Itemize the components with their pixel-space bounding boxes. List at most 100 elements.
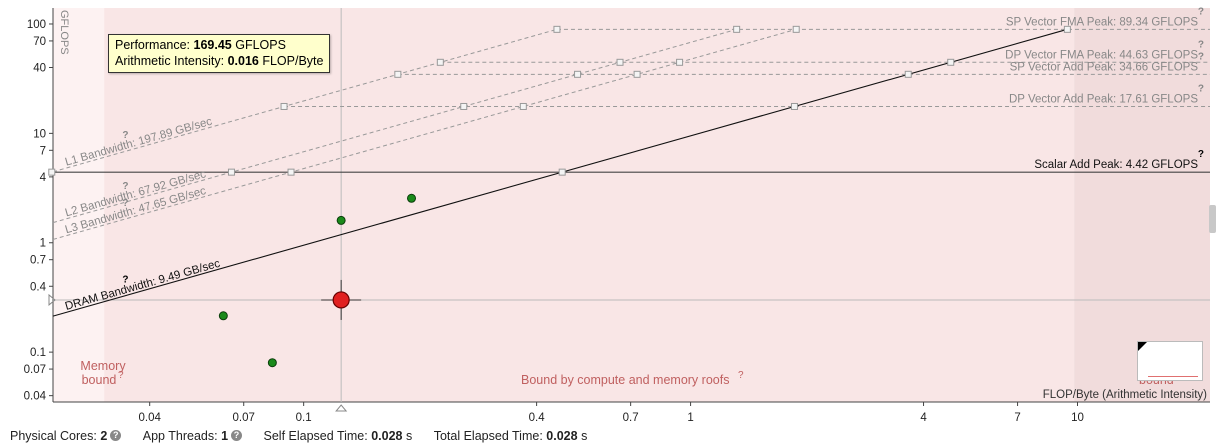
memory-bound-region <box>53 8 105 402</box>
data-points[interactable] <box>218 193 417 368</box>
roof-intersection-marker <box>436 58 444 66</box>
app-threads-label: App Threads: <box>142 429 218 443</box>
compute-roof-label: DP Vector Add Peak: 17.61 GFLOPS <box>1009 93 1198 105</box>
x-tick-label: 0.4 <box>529 412 546 424</box>
roof-intersection-marker <box>1063 25 1071 33</box>
y-tick-label: 7 <box>40 145 46 157</box>
physical-cores-label: Physical Cores: <box>10 429 97 443</box>
compute-roof-label: DP Vector FMA Peak: 44.63 GFLOPS <box>1005 49 1198 61</box>
compute-roof-label: SP Vector FMA Peak: 89.34 GFLOPS <box>1006 16 1199 28</box>
x-tick-label: 10 <box>1071 412 1084 424</box>
y-tick-label: 0.04 <box>24 391 47 403</box>
zoom-slider-handle[interactable] <box>1209 205 1216 233</box>
tooltip-intensity-row: Arithmetic Intensity: 0.016 FLOP/Byte <box>115 53 323 69</box>
y-axis-label: GFLOPS <box>58 10 70 55</box>
help-icon: ? <box>118 370 124 381</box>
help-icon: ? <box>1198 83 1204 94</box>
loop-point[interactable] <box>267 358 277 368</box>
axis-text: 0.04 0.07 0.1 0.4 0.7 1 4 7 10 40 70 100 0.04 0.07 0.1… <box>24 10 1208 424</box>
tooltip-ai-unit: FLOP/Byte <box>262 54 324 68</box>
self-elapsed-value: 0.028 <box>371 429 403 443</box>
x-tick-label: 0.04 <box>138 412 161 424</box>
roof-intersection-marker <box>633 70 641 78</box>
axes <box>48 8 1210 412</box>
roof-intersection-marker <box>460 102 468 110</box>
y-tick-label: 1 <box>40 238 46 250</box>
total-elapsed-stat: Total Elapsed Time: 0.028 s <box>434 429 588 443</box>
compute-roof-label: Scalar Add Peak: 4.42 GFLOPS <box>1034 159 1198 171</box>
roof-intersection-marker <box>519 102 527 110</box>
self-elapsed-stat: Self Elapsed Time: 0.028 s <box>264 429 413 443</box>
x-tick-label: 0.7 <box>623 412 639 424</box>
loop-point[interactable] <box>218 311 228 321</box>
self-elapsed-unit: s <box>405 429 413 443</box>
tooltip-ai-value: 0.016 <box>227 54 259 68</box>
roof-intersection-marker <box>553 25 561 33</box>
help-icon[interactable]: ? <box>110 430 122 441</box>
status-footer: Physical Cores: 2? App Threads: 1? Self … <box>10 429 1210 445</box>
tooltip-ai-label: Arithmetic Intensity: <box>115 54 225 68</box>
roof-intersection-marker <box>790 102 798 110</box>
compute-bound-region <box>1074 8 1210 402</box>
help-icon: ? <box>122 130 128 141</box>
roof-intersection-marker <box>574 70 582 78</box>
memory-bound-label: bound <box>82 373 117 387</box>
loop-point[interactable] <box>407 193 417 203</box>
y-tick-label: 0.07 <box>24 364 46 376</box>
chart-minimap[interactable] <box>1137 341 1203 381</box>
physical-cores-value: 2 <box>100 429 108 443</box>
roof-intersection-marker <box>676 58 684 66</box>
roof-intersection-marker <box>48 168 56 176</box>
y-tick-label: 10 <box>33 128 46 140</box>
y-marker-icon <box>48 293 56 307</box>
minimap-corner-icon <box>1138 342 1147 351</box>
roof-lines <box>48 25 1210 317</box>
roof-intersection-marker <box>280 102 288 110</box>
help-icon: ? <box>122 274 128 285</box>
help-icon[interactable]: ? <box>231 430 243 441</box>
roof-intersection-marker <box>616 58 624 66</box>
roof-intersection-marker <box>904 70 912 78</box>
y-tick-label: 0.1 <box>30 347 46 359</box>
x-tick-label: 0.07 <box>233 412 255 424</box>
help-icon: ? <box>1198 6 1204 17</box>
tooltip-perf-value: 169.45 <box>193 38 232 52</box>
y-tick-label: 0.4 <box>30 281 47 293</box>
total-elapsed-unit: s <box>581 429 588 443</box>
y-tick-label: 70 <box>33 36 46 48</box>
compute-roof-label: SP Vector Add Peak: 34.66 GFLOPS <box>1010 61 1199 73</box>
help-icon: ? <box>122 198 128 209</box>
y-tick-label: 4 <box>40 172 47 184</box>
help-icon: ? <box>1198 39 1204 50</box>
x-tick-label: 1 <box>687 412 693 424</box>
physical-cores-stat: Physical Cores: 2? <box>10 429 122 443</box>
roof-intersection-marker <box>947 58 955 66</box>
roof-intersection-marker <box>792 25 800 33</box>
roof-intersection-marker <box>558 168 566 176</box>
total-elapsed-label: Total Elapsed Time: <box>433 429 543 443</box>
tooltip-perf-label: Performance: <box>115 38 191 52</box>
tooltip-perf-unit: GFLOPS <box>235 38 286 52</box>
loop-point[interactable] <box>336 215 346 225</box>
total-elapsed-value: 0.028 <box>546 429 578 443</box>
roof-intersection-marker <box>394 70 402 78</box>
selected-loop-point[interactable] <box>332 291 350 309</box>
y-tick-label: 40 <box>33 63 46 75</box>
help-icon: ? <box>1198 51 1204 62</box>
roof-intersection-marker <box>227 168 235 176</box>
app-threads-value: 1 <box>221 429 229 443</box>
tooltip-performance-row: Performance: 169.45 GFLOPS <box>115 37 323 53</box>
compute-memory-label: Bound by compute and memory roofs <box>521 373 729 387</box>
x-tick-label: 7 <box>1014 412 1020 424</box>
help-icon: ? <box>1198 149 1204 160</box>
point-tooltip: Performance: 169.45 GFLOPS Arithmetic In… <box>108 34 331 73</box>
roof-intersection-marker <box>287 168 295 176</box>
y-tick-label: 0.7 <box>30 255 46 267</box>
x-tick-label: 0.1 <box>296 412 312 424</box>
y-tick-label: 100 <box>27 19 46 31</box>
self-elapsed-label: Self Elapsed Time: <box>263 429 368 443</box>
memory-roof-line <box>52 28 558 173</box>
help-icon: ? <box>738 370 744 381</box>
x-marker-icon <box>335 404 348 412</box>
